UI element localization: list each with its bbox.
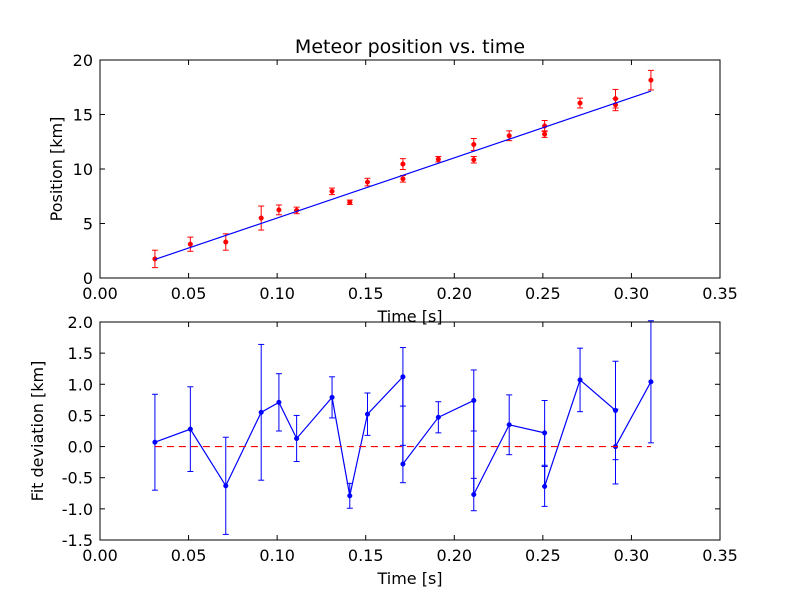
position-plot-data-point (364, 179, 371, 185)
deviation-plot-data-point (187, 426, 193, 432)
deviation-plot-data-point (347, 493, 353, 499)
deviation-plot-data-point (435, 414, 441, 420)
deviation-plot-x-tick-label: 0.00 (82, 546, 118, 565)
deviation-plot-y-tick-label: -1.5 (62, 531, 93, 550)
deviation-plot-y-tick-label: 2.0 (68, 313, 93, 332)
position-plot-y-tick-label: 20 (73, 51, 93, 70)
position-plot-x-tick-label: 0.30 (614, 284, 650, 303)
position-plot-data-point (223, 239, 229, 245)
position-plot-data-point (471, 157, 477, 163)
deviation-plot-frame (99, 321, 721, 541)
position-plot-data-point (347, 199, 353, 205)
position-plot-y-tick-label: 10 (73, 160, 93, 179)
deviation-plot-data-point (542, 483, 548, 489)
deviation-plot-data-point (294, 435, 300, 442)
position-plot-x-tick-label: 0.15 (348, 284, 384, 303)
deviation-plot-data-point (400, 374, 406, 380)
deviation-plot-x-tick-label: 0.20 (436, 546, 472, 565)
position-plot-y-tick-label: 15 (73, 106, 93, 125)
deviation-plot-data-point (152, 439, 158, 445)
position-plot-x-tick-label: 0.10 (259, 284, 295, 303)
position-plot-title: Meteor position vs. time (295, 36, 525, 58)
deviation-plot-y-tick-label: -1.0 (62, 500, 93, 519)
position-plot-data-point (471, 141, 477, 148)
position-plot-data-point (187, 241, 193, 247)
position-plot-data-point (577, 100, 583, 106)
deviation-plot-data-point (276, 399, 282, 405)
deviation-plot-data-point (506, 422, 512, 428)
deviation-plot-y-tick-label: -0.5 (62, 469, 93, 488)
position-plot-y-axis-label: Position [km] (47, 117, 66, 222)
deviation-plot-data-point (648, 379, 654, 385)
deviation-plot-data-point (258, 409, 264, 415)
position-plot-data-point (542, 131, 548, 137)
deviation-plot-data-point (542, 430, 548, 436)
position-plot-x-tick-label: 0.20 (436, 284, 472, 303)
position-plot-x-tick-label: 0.25 (525, 284, 561, 303)
deviation-plot-data (151, 320, 654, 535)
deviation-plot-y-axis-label: Fit deviation [km] (28, 361, 47, 502)
position-plot-x-tick-label: 0.00 (82, 284, 118, 303)
position-plot-data-point (329, 188, 335, 194)
position-plot-fit-line (154, 90, 652, 261)
deviation-plot-x-tick-label: 0.25 (525, 546, 561, 565)
deviation-plot-y-tick-label: 0.0 (68, 438, 93, 457)
position-plot-data-point (400, 161, 406, 167)
deviation-plot-x-tick-label: 0.05 (171, 546, 207, 565)
deviation-plot-x-tick-label: 0.30 (614, 546, 650, 565)
position-plot-x-tick-label: 0.35 (702, 284, 738, 303)
position-plot-x-axis-label: Time [s] (376, 307, 442, 326)
deviation-plot-x-tick-label: 0.35 (702, 546, 738, 565)
deviation-plot-data-point (400, 461, 406, 467)
deviation-plot-x-axis-label: Time [s] (376, 569, 442, 588)
deviation-plot-data-point (223, 483, 229, 489)
deviation-plot-data-point (577, 377, 583, 383)
position-plot-y-tick-label: 5 (83, 215, 93, 234)
deviation-plot-data-point (471, 397, 477, 404)
deviation-plot: 0.00 0.05 0.10 0.15 0.20 0.25 0.30 0.35 -1.5 -1.0… (28, 313, 738, 588)
position-plot-data-point (400, 176, 406, 182)
position-plot-data-point (276, 207, 282, 213)
position-plot-data-point (506, 133, 512, 139)
deviation-plot-y-tick-label: 1.5 (68, 344, 93, 363)
deviation-plot-y-tick-label: 0.5 (68, 406, 93, 425)
deviation-plot-y-tick-label: 1.0 (68, 375, 93, 394)
position-plot-data-point (648, 77, 654, 83)
position-plot-x-tick-label: 0.05 (171, 284, 207, 303)
deviation-plot-x-tick-label: 0.15 (348, 546, 384, 565)
position-plot-data-point (258, 215, 264, 221)
deviation-plot-data-point (471, 491, 477, 498)
position-plot-y-tick-label: 0 (83, 269, 93, 288)
deviation-plot-x-tick-label: 0.10 (259, 546, 295, 565)
deviation-plot-data-point (364, 411, 371, 417)
position-plot-ticks: 0.00 0.05 0.10 0.15 0.20 0.25 0.30 0.35 0 5 10 15 20 (73, 51, 738, 303)
deviation-plot-data-point (329, 394, 335, 400)
position-plot: 0.00 0.05 0.10 0.15 0.20 0.25 0.30 0.35 0 5 10 15 20… (47, 36, 738, 326)
position-plot-data (151, 69, 654, 269)
deviation-plot-ticks: 0.00 0.05 0.10 0.15 0.20 0.25 0.30 0.35 -1.5 -1.0… (62, 313, 738, 565)
position-plot-data-point (435, 156, 441, 162)
